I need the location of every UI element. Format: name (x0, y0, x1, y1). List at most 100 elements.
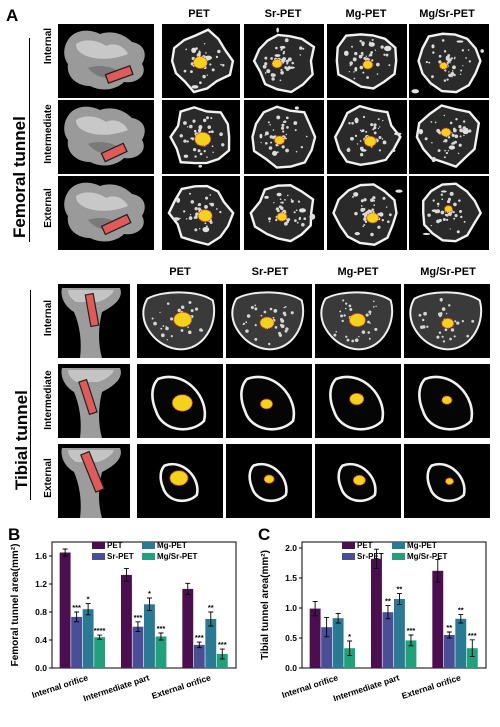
femoral-tunnel-title: Femoral tunnel (10, 116, 29, 238)
femoral-row-label-internal: Internal (43, 27, 54, 65)
chart-c-bar (466, 648, 478, 668)
femoral-col-head-mg-sr-pet: Mg/Sr-PET (419, 8, 475, 20)
chart-b-error-bar (185, 582, 191, 595)
chart-c-category-label: Intermediate part (332, 672, 401, 703)
chart-c-container: C 0.0 0.5 1.0 1.5 2.0 Tibial tunnel area(mm²) *… (250, 522, 500, 722)
chart-b-y-axis-label: Femoral tunnel area(mm²) (10, 544, 21, 667)
chart-c-bar (382, 612, 394, 668)
chart-c-legend-swatch (392, 542, 405, 549)
femoral-ct-slice-external-pet (162, 176, 240, 250)
chart-c-panel-letter: C (258, 525, 270, 544)
chart-b-error-bar (208, 611, 214, 627)
chart-c-error-bar (469, 639, 475, 658)
femoral-col-head-sr-pet: Sr-PET (264, 8, 302, 20)
chart-b-significance-mark: *** (72, 603, 81, 612)
tibial-title-rule (30, 290, 31, 500)
chart-c-bar (344, 648, 356, 668)
chart-c-error-bar (396, 593, 402, 605)
chart-c-y-tick-label: 1.0 (285, 603, 297, 613)
femoral-ct-slice-internal-mg-sr-pet (409, 24, 489, 98)
chart-b-significance-mark: *** (195, 633, 204, 642)
chart-b-bar (121, 574, 132, 668)
chart-c-error-bar (347, 640, 353, 656)
chart-b-bar (182, 588, 194, 668)
chart-b-legend-label: Mg-PET (157, 541, 187, 550)
femoral-ct-slice-intermediate-sr-pet (244, 100, 324, 174)
chart-c-significance-mark: ** (385, 597, 391, 606)
chart-b-legend-swatch (92, 542, 105, 549)
chart-b-error-bar (62, 548, 68, 557)
chart-b-y-tick-label: 0.8 (35, 607, 47, 617)
chart-b-y-tick-label: 0.0 (35, 663, 47, 673)
tibial-tunnel-title: Tibial tunnel (12, 390, 31, 490)
chart-c-error-bar (446, 631, 452, 639)
chart-b-significance-mark: **** (94, 626, 106, 635)
chart-c-bar (371, 558, 382, 668)
tibial-ct-slice-internal-mg-pet (315, 284, 401, 358)
femoral-ct-slice-external-mg-pet (327, 176, 407, 250)
chart-b-legend-swatch (142, 542, 155, 549)
chart-c-error-bar (435, 558, 441, 583)
chart-b-y-tick-label: 1.6 (35, 551, 47, 561)
chart-b-bar (82, 609, 94, 668)
chart-c-significance-mark: ** (397, 585, 403, 594)
chart-b-significance-mark: *** (134, 613, 143, 622)
tibial-col-head-sr-pet: Sr-PET (251, 266, 289, 278)
chart-c-error-bar (458, 614, 464, 624)
chart-c-bar (321, 627, 333, 668)
chart-b-bar (59, 552, 71, 668)
tibial-3d-model-intermediate (58, 364, 130, 438)
femoral-ct-slice-internal-pet (162, 24, 240, 98)
chart-b-bar (216, 654, 228, 668)
femoral-title-rule (29, 38, 30, 242)
chart-b-container: B 0.0 0.4 0.8 1.2 1.6 Femoral tunnel area(mm²)… (0, 522, 250, 722)
chart-b-error-bar (97, 634, 103, 640)
chart-b-legend-label: Sr-PET (107, 552, 134, 561)
tibial-ct-slice-intermediate-sr-pet (226, 364, 312, 438)
chart-c-error-bar (312, 600, 318, 617)
femoral-3d-model-external (58, 176, 154, 250)
chart-c-y-tick-label: 1.5 (285, 573, 297, 583)
chart-c-legend-label: Mg-PET (407, 541, 437, 550)
tibial-3d-model-external (58, 444, 130, 518)
chart-b-error-bar (196, 641, 202, 649)
femoral-col-head-pet: PET (188, 8, 210, 20)
chart-b-category-label: Internal orifice (30, 672, 89, 700)
chart-b-significance-mark: *** (157, 624, 166, 633)
chart-b-error-bar (219, 648, 225, 660)
tibial-ct-slice-external-mg-sr-pet (404, 444, 490, 518)
femoral-col-head-mg-pet: Mg-PET (345, 8, 387, 20)
tibial-ct-slice-external-mg-pet (315, 444, 401, 518)
chart-c-y-tick-label: 0.0 (285, 663, 297, 673)
chart-c-y-tick-label: 0.5 (285, 633, 297, 643)
chart-b-category-label: Intermediate part (82, 672, 151, 703)
chart-b-category-label: External orifice (150, 672, 212, 701)
chart-c-significance-mark: ** (446, 623, 452, 632)
tibial-3d-model-internal (58, 284, 130, 358)
chart-b-error-bar (74, 611, 80, 623)
femoral-ct-slice-external-mg-sr-pet (409, 176, 489, 250)
chart-c-bar (443, 635, 455, 668)
chart-b-bar (155, 636, 167, 668)
chart-b-svg: B 0.0 0.4 0.8 1.2 1.6 Femoral tunnel area(mm²)… (8, 525, 237, 703)
tibial-col-head-pet: PET (169, 266, 191, 278)
chart-c-bar (332, 618, 344, 668)
femoral-ct-slice-intermediate-mg-pet (327, 100, 407, 174)
tibial-col-head-mg-sr-pet: Mg/Sr-PET (420, 266, 476, 278)
chart-c-significance-mark: *** (407, 626, 416, 635)
tibial-ct-slice-intermediate-mg-sr-pet (404, 364, 490, 438)
chart-c-error-bar (324, 617, 330, 638)
chart-b-legend-label: Mg/Sr-PET (157, 552, 198, 561)
femoral-row-label-external: External (43, 188, 54, 228)
chart-b-error-bar (85, 603, 91, 616)
chart-c-bar (309, 608, 321, 668)
chart-c-error-bar (408, 634, 414, 647)
femoral-ct-slice-external-sr-pet (244, 176, 324, 250)
femoral-ct-slice-internal-sr-pet (244, 24, 324, 98)
chart-c-bar (455, 618, 467, 668)
chart-b-error-bar (146, 597, 152, 612)
chart-c-significance-mark: *** (468, 631, 477, 640)
tibial-row-label-intermediate: Intermediate (43, 370, 54, 430)
chart-b-significance-mark: ** (208, 603, 214, 612)
tibial-ct-slice-internal-sr-pet (226, 284, 312, 358)
